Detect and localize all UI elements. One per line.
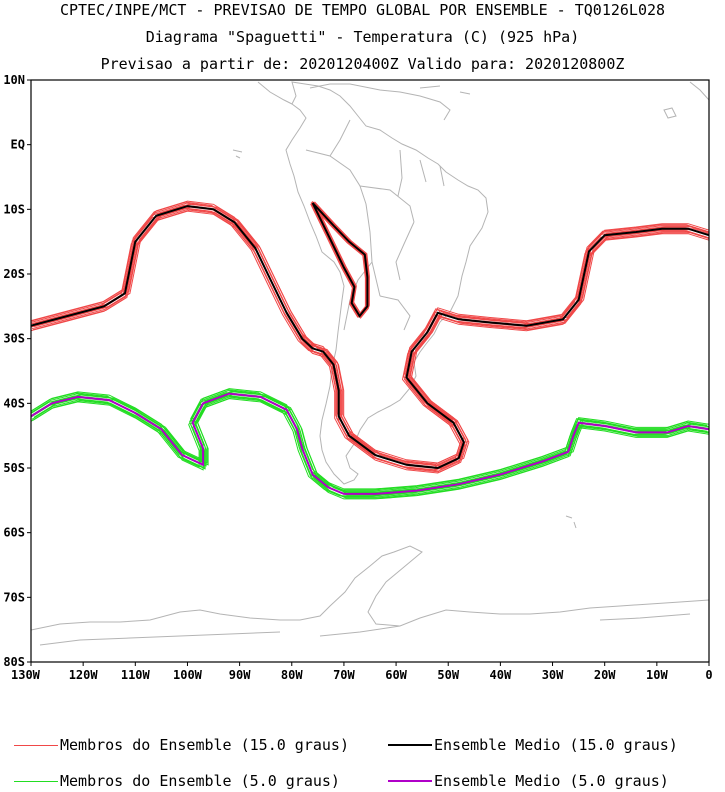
green-member-line [35, 393, 709, 495]
red-member-line [31, 204, 707, 468]
red-member-line [34, 203, 709, 467]
lon-label: 30W [542, 668, 564, 682]
legend-red-label: Membros do Ensemble (15.0 graus) [60, 736, 349, 754]
green-member-line [31, 398, 709, 500]
lon-label: 40W [490, 668, 512, 682]
chart-title-line3: Previsao a partir de: 2020120400Z Valido… [100, 55, 625, 73]
south-georgia [565, 515, 577, 529]
lat-label: 50S [3, 461, 25, 475]
green-ensemble-members [31, 388, 709, 500]
lat-label: 10N [3, 73, 25, 87]
south-america-coast [285, 81, 489, 485]
legend-green-members: Membros do Ensemble (5.0 graus) [14, 772, 340, 790]
black-mean-andes-line [311, 202, 369, 318]
lon-label: 60W [385, 668, 407, 682]
green-member-line [32, 391, 709, 493]
lon-label: 20W [594, 668, 616, 682]
lat-label: 70S [3, 590, 25, 604]
lon-label: 100W [173, 668, 203, 682]
central-america-coast [257, 81, 451, 121]
chart-title-line1: CPTEC/INPE/MCT - PREVISAO DE TEMPO GLOBA… [59, 1, 666, 19]
lon-label: 90W [229, 668, 251, 682]
green-member-line [34, 391, 709, 493]
legend-red-members: Membros do Ensemble (15.0 graus) [14, 736, 349, 754]
red-member-line [31, 201, 708, 465]
legend-purple-swatch [388, 780, 432, 782]
longitude-axis: 130W 120W 110W 100W 90W 80W 70W 60W 50W 40W 30W 20W… [11, 662, 713, 682]
lon-label: 80W [281, 668, 303, 682]
antarctica-coast [31, 545, 709, 631]
legend-purple-label: Ensemble Medio (5.0 graus) [434, 772, 669, 790]
lat-label: 80S [3, 655, 25, 669]
latitude-axis: 10N EQ 10S 20S 30S 40S 50S 60S 70S 80S [3, 73, 31, 669]
ensemble-means [31, 202, 709, 495]
lat-label: 40S [3, 396, 25, 410]
lon-label: 0 [705, 668, 712, 682]
green-member-line [31, 389, 708, 491]
lon-label: 10W [646, 668, 668, 682]
lon-label: 120W [69, 668, 99, 682]
chart-title-line2: Diagrama "Spaguetti" - Temperatura (C) (… [145, 28, 580, 46]
antarctica-inner [39, 613, 691, 646]
black-mean-line [31, 205, 709, 470]
red-member-andes-line [313, 203, 370, 318]
legend-green-swatch [14, 780, 58, 782]
purple-mean-line [31, 392, 709, 495]
green-member-line [31, 390, 709, 492]
caribbean-islands [232, 85, 677, 159]
lon-label: 110W [121, 668, 151, 682]
legend-red-swatch [14, 744, 58, 746]
lon-label: 50W [437, 668, 459, 682]
legend-black-mean: Ensemble Medio (15.0 graus) [388, 736, 678, 754]
green-member-line [31, 388, 709, 490]
lat-label: 10S [3, 202, 25, 216]
coastline-layer [31, 81, 709, 646]
legend-black-label: Ensemble Medio (15.0 graus) [434, 736, 678, 754]
red-member-line [31, 210, 709, 474]
lat-label: 30S [3, 332, 25, 346]
country-borders [305, 119, 445, 331]
red-member-andes-line [310, 203, 366, 318]
red-member-line [31, 200, 709, 464]
lon-label: 70W [333, 668, 355, 682]
lat-label: 20S [3, 267, 25, 281]
red-ensemble-members [31, 200, 709, 474]
lon-label: 130W [11, 668, 41, 682]
red-member-andes-line [310, 202, 367, 317]
lat-label: 60S [3, 526, 25, 540]
lat-label: EQ [11, 138, 25, 152]
africa-coast [689, 81, 709, 101]
plot-frame [30, 79, 710, 663]
legend-green-label: Membros do Ensemble (5.0 graus) [60, 772, 340, 790]
legend-black-swatch [388, 744, 432, 746]
legend-purple-mean: Ensemble Medio (5.0 graus) [388, 772, 669, 790]
